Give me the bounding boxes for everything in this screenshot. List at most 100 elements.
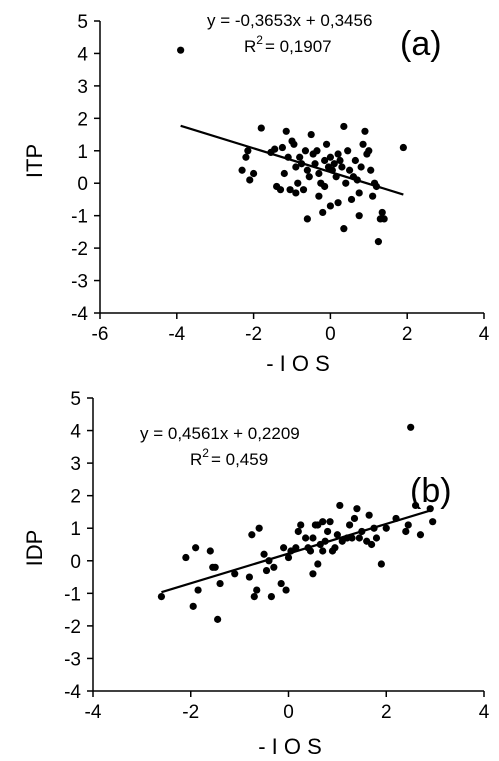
data-point-b — [292, 544, 300, 552]
data-point-b — [297, 521, 305, 529]
data-point-a — [355, 212, 363, 220]
data-point-b — [270, 563, 278, 571]
data-point-b — [326, 518, 334, 526]
data-point-a — [250, 169, 258, 178]
data-point-b — [302, 534, 310, 542]
data-point-b — [260, 550, 268, 558]
data-point-b — [336, 501, 344, 510]
data-point-a — [280, 169, 288, 178]
y-tick-label-b: -2 — [64, 617, 81, 638]
y-tick-label-b: -3 — [64, 649, 81, 670]
data-point-a — [326, 202, 334, 210]
data-point-a — [399, 143, 407, 152]
y-tick-label-b: 0 — [70, 552, 81, 573]
equation-a: y = -0,3653x + 0,3456 — [207, 11, 372, 30]
data-point-a — [257, 124, 265, 132]
y-axis-label-a: ITP — [22, 144, 47, 178]
data-point-a — [367, 166, 375, 174]
panel-b: (b) y = 0,4561x + 0,2209 R2 = 0,459 -4-3-… — [22, 389, 490, 759]
r-squared-prefix-a: R — [244, 37, 256, 56]
data-point-a — [278, 143, 286, 152]
x-tick-label-b: -2 — [182, 702, 199, 723]
data-point-b — [353, 505, 361, 513]
data-point-a — [292, 189, 300, 197]
data-point-a — [357, 163, 365, 171]
data-point-b — [284, 553, 293, 562]
data-point-a — [303, 215, 311, 223]
data-point-b — [206, 547, 214, 555]
y-tick-label-a: 4 — [77, 44, 88, 65]
data-point-b — [429, 518, 437, 526]
data-point-b — [426, 505, 434, 513]
data-point-a — [353, 176, 361, 184]
x-axis-label-b: - I O S — [258, 734, 322, 759]
data-point-a — [286, 186, 294, 194]
data-point-b — [365, 511, 373, 519]
y-tick-label-b: 1 — [70, 519, 81, 540]
data-point-a — [244, 147, 252, 155]
data-point-a — [372, 182, 381, 191]
data-point-a — [340, 122, 348, 131]
data-point-a — [344, 147, 352, 155]
data-point-a — [340, 225, 348, 233]
data-point-a — [299, 186, 308, 194]
data-point-a — [242, 153, 250, 161]
data-point-a — [369, 192, 377, 200]
y-tick-label-a: 2 — [77, 109, 88, 130]
x-tick-label-b: 4 — [479, 702, 490, 723]
data-point-b — [372, 534, 381, 542]
data-point-b — [319, 518, 327, 526]
data-point-b — [262, 566, 271, 575]
y-tick-label-a: -1 — [71, 207, 88, 228]
data-point-a — [305, 173, 313, 181]
data-point-b — [377, 560, 385, 568]
data-point-a — [378, 208, 386, 217]
data-point-a — [296, 153, 304, 161]
data-point-b — [367, 540, 376, 549]
data-point-a — [322, 140, 331, 148]
data-point-b — [319, 547, 327, 555]
data-point-a — [359, 140, 367, 148]
data-point-b — [355, 534, 363, 542]
data-point-b — [211, 563, 219, 571]
data-point-b — [248, 531, 256, 539]
data-point-a — [319, 208, 327, 217]
data-point-b — [216, 579, 224, 588]
data-point-b — [314, 560, 322, 568]
data-point-a — [321, 182, 329, 191]
y-tick-label-a: -4 — [71, 304, 88, 325]
data-point-b — [277, 579, 285, 588]
data-point-a — [315, 169, 323, 178]
x-tick-label-a: 4 — [479, 324, 490, 345]
data-point-b — [407, 423, 415, 431]
data-point-b — [245, 573, 253, 581]
data-point-b — [348, 534, 356, 542]
equation-b: y = 0,4561x + 0,2209 — [140, 424, 300, 443]
data-point-b — [345, 521, 354, 529]
data-point-a — [307, 130, 315, 139]
data-point-a — [313, 147, 321, 155]
plot-area-b: -4 -3 -2 -1 0 1 2 3 4 5 -4 -2 0 2 4 — [64, 389, 490, 723]
y-tick-label-a: -3 — [71, 272, 88, 293]
data-point-b — [280, 544, 288, 552]
data-point-a — [351, 156, 359, 165]
r-squared-value-b: = 0,459 — [211, 450, 268, 469]
x-tick-label-b: -4 — [85, 702, 102, 723]
r-squared-a: R2 = 0,1907 — [244, 33, 332, 56]
data-point-b — [255, 524, 263, 532]
data-point-a — [347, 195, 356, 204]
data-point-b — [250, 592, 258, 601]
data-point-b — [231, 570, 239, 578]
data-point-a — [282, 127, 290, 135]
data-point-b — [404, 521, 412, 529]
data-point-a — [355, 189, 363, 197]
data-point-b — [382, 524, 390, 532]
y-tick-label-b: -1 — [64, 584, 81, 605]
data-point-a — [330, 160, 338, 168]
data-point-b — [324, 527, 332, 536]
data-point-b — [350, 514, 359, 523]
data-point-b — [253, 586, 261, 594]
data-point-b — [282, 586, 290, 594]
data-point-a — [284, 153, 292, 161]
